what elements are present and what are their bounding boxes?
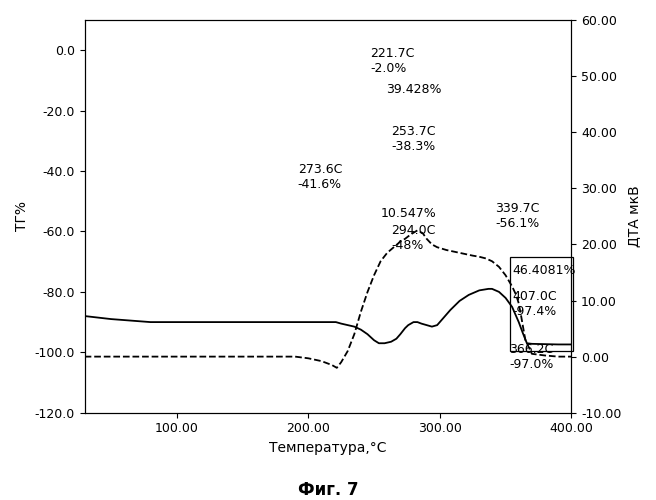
- X-axis label: Температура,°C: Температура,°C: [269, 441, 387, 455]
- Text: 221.7C
-2.0%: 221.7C -2.0%: [370, 47, 415, 75]
- Text: 366.2C
-97.0%: 366.2C -97.0%: [510, 343, 554, 371]
- Text: 253.7C
-38.3%: 253.7C -38.3%: [391, 126, 436, 154]
- Y-axis label: ТГ%: ТГ%: [15, 202, 29, 232]
- Text: 294.0C
-48%: 294.0C -48%: [391, 224, 436, 252]
- Bar: [510, 257, 573, 351]
- Text: 273.6C
-41.6%: 273.6C -41.6%: [298, 163, 342, 191]
- Text: 407.0C
-97.4%: 407.0C -97.4%: [512, 290, 557, 318]
- Text: 46.4081%: 46.4081%: [512, 264, 576, 277]
- Y-axis label: ДТА мкВ: ДТА мкВ: [627, 186, 641, 247]
- Text: 39.428%: 39.428%: [386, 83, 441, 96]
- Text: Фиг. 7: Фиг. 7: [298, 481, 358, 499]
- Text: 339.7C
-56.1%: 339.7C -56.1%: [495, 202, 539, 230]
- Text: 10.547%: 10.547%: [380, 207, 436, 220]
